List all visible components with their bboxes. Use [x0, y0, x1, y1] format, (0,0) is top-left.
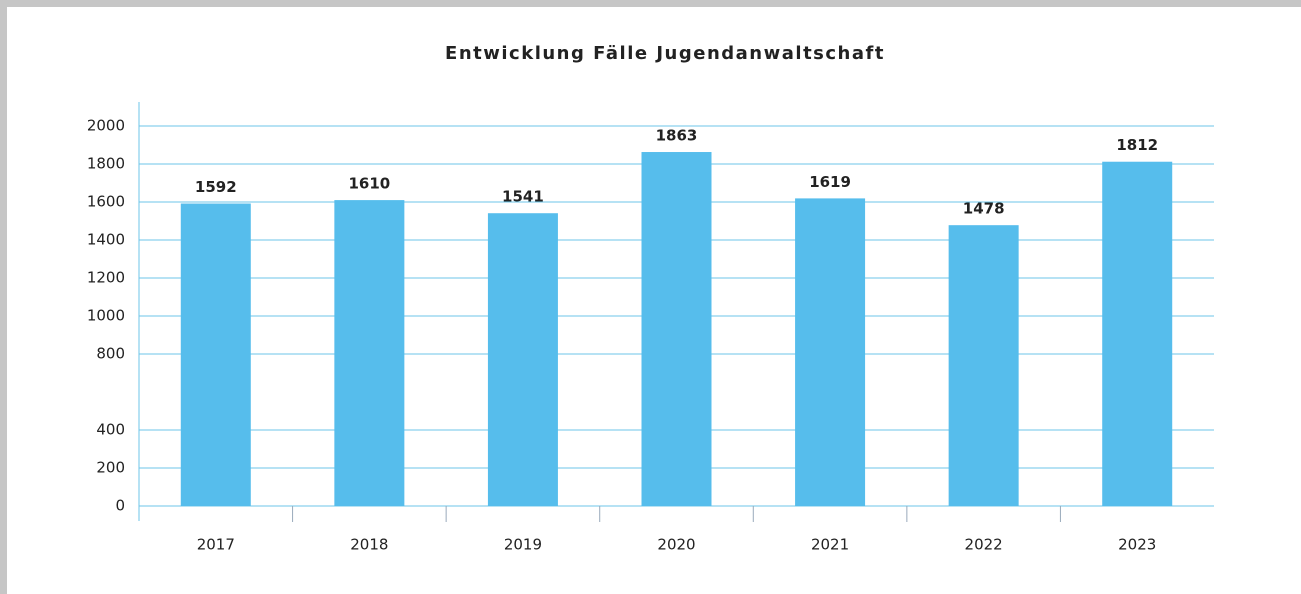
y-tick-label: 800 [96, 345, 125, 363]
x-tick-label: 2019 [504, 536, 542, 554]
bar [334, 200, 405, 506]
bar [795, 198, 866, 506]
y-tick-label: 1800 [87, 155, 125, 173]
x-tick-label: 2022 [965, 536, 1003, 554]
value-label: 1812 [1116, 136, 1158, 154]
y-tick-label: 200 [96, 459, 125, 477]
y-tick-label: 1400 [87, 231, 125, 249]
x-tick-label: 2023 [1118, 536, 1156, 554]
bar [948, 225, 1019, 506]
chart-title: Entwicklung Fälle Jugendanwaltschaft [445, 43, 885, 64]
y-tick-label: 1200 [87, 269, 125, 287]
x-tick-label: 2020 [657, 536, 695, 554]
value-label: 1863 [656, 127, 698, 145]
bar [487, 213, 558, 506]
y-tick-label: 1000 [87, 307, 125, 325]
x-tick-label: 2018 [350, 536, 388, 554]
y-tick-label: 0 [115, 497, 125, 515]
value-label: 1541 [502, 188, 544, 206]
y-tick-label: 2000 [87, 117, 125, 135]
value-label: 1610 [348, 175, 390, 193]
x-tick-label: 2021 [811, 536, 849, 554]
bar [1102, 161, 1173, 506]
y-tick-label: 1600 [87, 193, 125, 211]
bar [641, 152, 712, 506]
value-label: 1592 [195, 178, 237, 196]
x-tick-label: 2017 [197, 536, 235, 554]
bar [180, 203, 251, 506]
chart: Entwicklung Fälle Jugendanwaltschaft 0 20… [87, 43, 1214, 554]
y-tick-label: 400 [96, 421, 125, 439]
value-label: 1478 [963, 200, 1005, 218]
value-label: 1619 [809, 173, 851, 191]
